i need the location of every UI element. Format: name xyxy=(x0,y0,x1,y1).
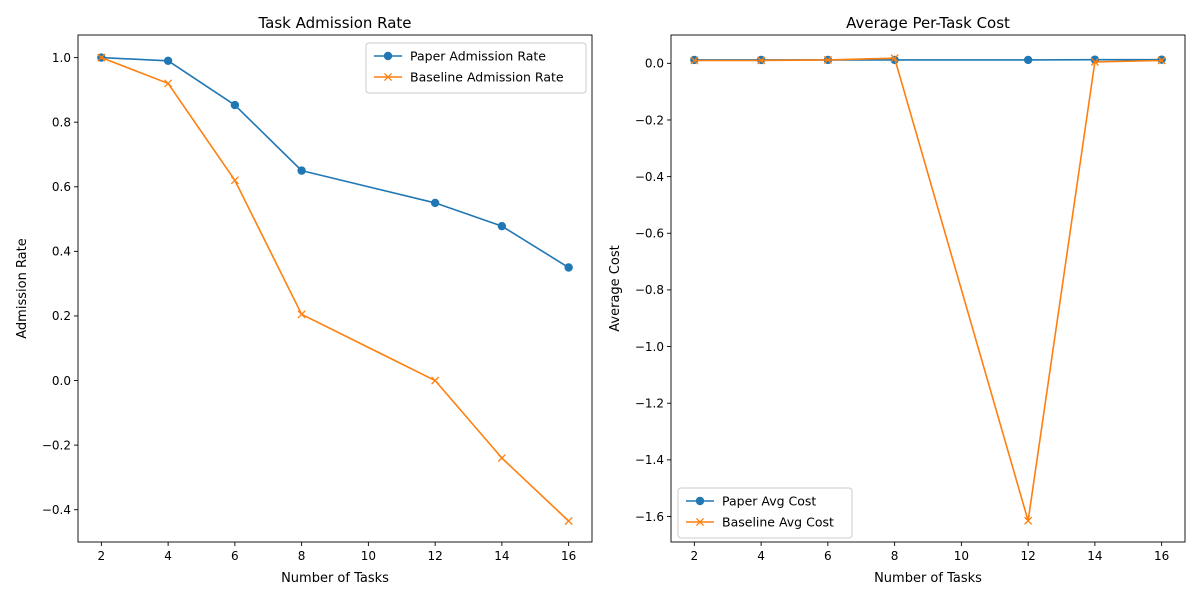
x-tick-label-1: 16 xyxy=(561,549,576,563)
x-tick-label-1: 10 xyxy=(361,549,376,563)
y-tick-label-1: 1.0 xyxy=(52,51,71,65)
legend-label-1-1: Paper Admission Rate xyxy=(410,49,546,64)
x-tick-label-1: 8 xyxy=(298,549,306,563)
y-tick-label-1: 0.2 xyxy=(52,309,71,323)
y-tick-label-2: 0.0 xyxy=(645,57,664,71)
y-tick-label-2: −1.6 xyxy=(635,510,664,524)
chart-1: Task Admission Rate 2 4 6 8 10 12 14 16 −0.4 −0.2 0… xyxy=(15,14,592,586)
series-line-1-2 xyxy=(101,58,568,521)
data-point-1-1 xyxy=(164,57,172,65)
y-tick-label-2: −0.6 xyxy=(635,227,664,241)
x-axis-label-1: Number of Tasks xyxy=(281,571,389,586)
y-tick-label-1: 0.4 xyxy=(52,245,71,259)
x-axis-label-2: Number of Tasks xyxy=(874,571,982,586)
y-tick-label-1: 0.0 xyxy=(52,374,71,388)
y-tick-label-2: −1.0 xyxy=(635,340,664,354)
legend-1: Paper Admission Rate Baseline Admission R… xyxy=(366,43,586,93)
y-axis-label-1: Admission Rate xyxy=(15,238,30,338)
axes-frame-1 xyxy=(78,35,592,542)
x-tick-label-2: 6 xyxy=(824,549,832,563)
data-point-2-1 xyxy=(1024,56,1032,64)
legend-label-1-2: Baseline Admission Rate xyxy=(410,70,564,85)
legend-marker-2-1 xyxy=(696,497,704,505)
x-tick-label-2: 2 xyxy=(691,549,699,563)
x-tick-label-2: 10 xyxy=(954,549,969,563)
series-line-2-2 xyxy=(694,58,1161,521)
axes-frame-2 xyxy=(671,35,1185,542)
y-tick-label-2: −1.4 xyxy=(635,453,664,467)
legend-marker-1-1 xyxy=(384,52,392,60)
data-point-1-2 xyxy=(298,311,305,318)
data-point-1-1 xyxy=(498,222,506,230)
y-tick-label-2: −0.2 xyxy=(635,113,664,127)
legend-label-2-2: Baseline Avg Cost xyxy=(722,515,834,530)
series-2-2 xyxy=(691,55,1165,525)
chart-title-1: Task Admission Rate xyxy=(257,14,411,32)
data-point-1-2 xyxy=(565,517,572,524)
data-point-1-1 xyxy=(564,263,572,271)
x-tick-label-1: 4 xyxy=(164,549,172,563)
data-point-1-1 xyxy=(297,166,305,174)
data-point-1-1 xyxy=(431,199,439,207)
legend-label-2-1: Paper Avg Cost xyxy=(722,494,816,509)
y-tick-label-2: −0.4 xyxy=(635,170,664,184)
chart-title-2: Average Per-Task Cost xyxy=(846,14,1010,32)
x-tick-label-1: 2 xyxy=(98,549,106,563)
data-point-1-2 xyxy=(498,454,505,461)
x-tick-label-2: 4 xyxy=(757,549,765,563)
y-tick-label-1: 0.8 xyxy=(52,115,71,129)
y-axis-label-2: Average Cost xyxy=(608,245,623,331)
series-1-2 xyxy=(98,54,572,525)
x-tick-label-1: 12 xyxy=(427,549,442,563)
x-tick-label-2: 14 xyxy=(1087,549,1102,563)
x-tick-label-1: 14 xyxy=(494,549,509,563)
data-point-1-1 xyxy=(231,101,239,109)
data-point-1-2 xyxy=(231,177,238,184)
y-tick-label-2: −1.2 xyxy=(635,397,664,411)
data-point-1-2 xyxy=(165,80,172,87)
y-tick-label-2: −0.8 xyxy=(635,283,664,297)
y-tick-label-1: −0.2 xyxy=(42,438,71,452)
y-tick-label-1: 0.6 xyxy=(52,180,71,194)
x-tick-label-1: 6 xyxy=(231,549,239,563)
x-tick-label-2: 12 xyxy=(1020,549,1035,563)
y-tick-label-1: −0.4 xyxy=(42,503,71,517)
chart-2: Average Per-Task Cost 2 4 6 8 10 12 14 16 −1.6 −1.… xyxy=(608,14,1185,586)
legend-2: Paper Avg Cost Baseline Avg Cost xyxy=(678,488,852,538)
x-tick-label-2: 16 xyxy=(1154,549,1169,563)
x-tick-label-2: 8 xyxy=(891,549,899,563)
data-point-1-2 xyxy=(432,377,439,384)
